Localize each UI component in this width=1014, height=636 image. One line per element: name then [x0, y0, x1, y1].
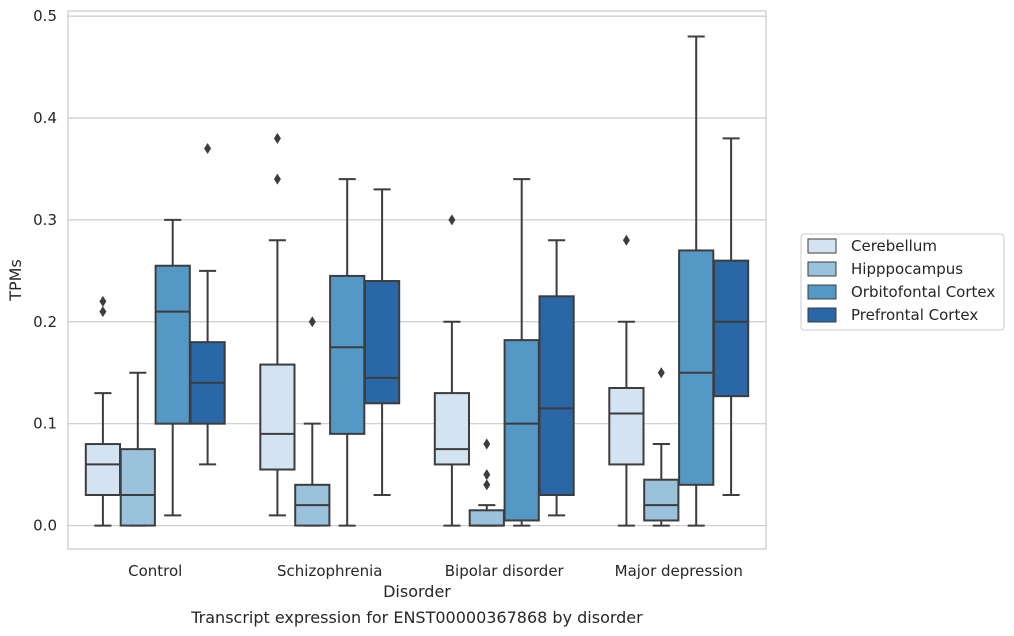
y-tick-label: 0.0 — [33, 517, 57, 535]
box-group-schizophrenia — [259, 132, 401, 527]
outlier-point — [99, 295, 107, 307]
outlier-point — [483, 479, 491, 491]
outlier-point — [273, 173, 281, 185]
box-body — [119, 448, 156, 527]
outlier-point — [448, 214, 456, 226]
outlier-point — [483, 438, 491, 450]
box — [119, 371, 156, 527]
chart-caption: Transcript expression for ENST0000036786… — [190, 608, 643, 627]
box-body — [363, 280, 401, 405]
legend-label: Orbitofontal Cortex — [851, 283, 995, 301]
outlier-point — [483, 469, 491, 481]
box-body — [643, 478, 680, 522]
box — [189, 143, 226, 466]
box-body — [608, 387, 645, 466]
x-axis-label: Disorder — [383, 582, 451, 601]
box-group-major-depression — [608, 35, 750, 527]
y-tick-label: 0.5 — [33, 7, 57, 25]
legend-frame — [800, 233, 1005, 331]
y-tick-label: 0.3 — [33, 211, 57, 229]
box — [608, 234, 645, 527]
outlier-point — [308, 316, 316, 328]
box-group-bipolar-disorder — [433, 178, 575, 527]
outlier-point — [273, 132, 281, 144]
x-tick-label: Bipolar disorder — [445, 562, 565, 580]
box — [468, 438, 505, 527]
legend-swatch — [807, 284, 837, 300]
legend-label: Hipppocampus — [851, 260, 963, 278]
plot-frame — [67, 10, 767, 550]
x-tick-label: Control — [128, 562, 182, 580]
box-body — [84, 443, 122, 496]
legend-label: Prefrontal Cortex — [851, 306, 978, 324]
box — [294, 316, 331, 527]
y-tick-label: 0.2 — [33, 313, 57, 331]
legend-item: Prefrontal Cortex — [807, 306, 978, 324]
legend: Cerebellum Hipppocampus Orbitofontal Corte… — [800, 233, 1005, 331]
box — [643, 367, 680, 527]
box-body — [433, 392, 471, 466]
outlier-point — [99, 306, 107, 318]
box — [84, 295, 122, 527]
box — [259, 132, 296, 517]
legend-swatch — [807, 238, 837, 254]
x-tick-label: Major depression — [615, 562, 743, 580]
outlier-point — [657, 367, 665, 379]
box — [363, 188, 401, 496]
y-axis-ticks: 0.0 0.1 0.2 0.3 0.4 0.5 — [33, 7, 57, 534]
box — [433, 214, 471, 527]
box-body — [329, 274, 366, 435]
y-tick-label: 0.4 — [33, 109, 57, 127]
box — [538, 239, 575, 517]
outlier-point — [622, 234, 630, 246]
box-body — [538, 295, 575, 496]
legend-item: Cerebellum — [807, 237, 937, 255]
y-axis-label: TPMs — [6, 259, 25, 302]
box — [712, 137, 750, 496]
box-group-control — [84, 143, 226, 527]
x-tick-label: Schizophrenia — [277, 562, 382, 580]
box-body — [259, 363, 296, 471]
legend-swatch — [807, 261, 837, 277]
box-body — [712, 259, 750, 398]
legend-swatch — [807, 307, 837, 323]
x-axis-ticks: Control Schizophrenia Bipolar disorder Majo… — [128, 562, 743, 580]
box-body — [468, 509, 505, 527]
box-groups — [84, 35, 750, 527]
box-body — [678, 249, 715, 486]
outlier-point — [204, 143, 212, 155]
y-tick-label: 0.1 — [33, 415, 57, 433]
box-body — [154, 264, 191, 425]
legend-item: Hipppocampus — [807, 260, 963, 278]
box-body — [503, 339, 540, 522]
box — [503, 178, 540, 527]
legend-label: Cerebellum — [851, 237, 937, 255]
legend-item: Orbitofontal Cortex — [807, 283, 995, 301]
box — [154, 218, 191, 517]
